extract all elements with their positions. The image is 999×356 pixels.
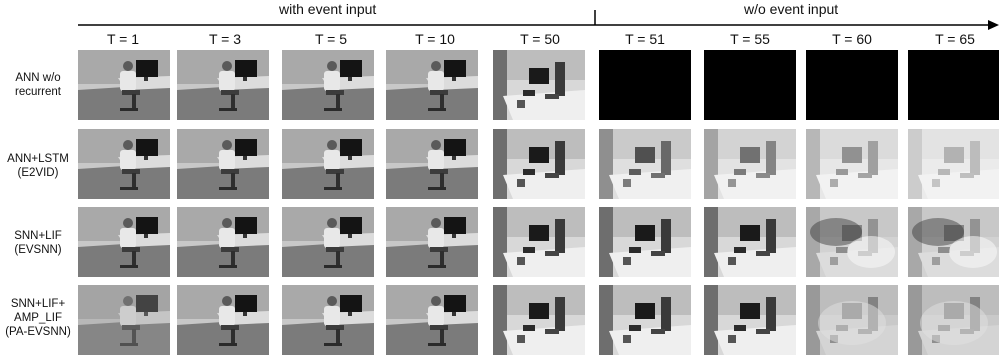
frame-image [177,50,269,120]
row-label-pa-evsnn: SNN+LIF+ AMP_LIF (PA-EVSNN) [0,297,76,339]
reconstruction-frame [78,129,170,199]
reconstruction-frame [78,207,170,277]
frame-image [493,129,585,199]
row-label-snn-lif: SNN+LIF (EVSNN) [0,229,76,257]
time-step-label: T = 10 [415,31,455,47]
frame-image [599,129,691,199]
frame-image [806,129,898,199]
reconstruction-frame [386,50,478,120]
reconstruction-frame [493,285,585,355]
reconstruction-frame [704,207,796,277]
reconstruction-frame [386,285,478,355]
reconstruction-frame [599,207,691,277]
reconstruction-frame [704,50,796,120]
reconstruction-frame [704,285,796,355]
frame-image [908,285,999,355]
reconstruction-frame [282,129,374,199]
frame-image [78,207,170,277]
frame-image [386,129,478,199]
reconstruction-frame [806,207,898,277]
row-label-line: recurrent [14,86,62,98]
time-step-label: T = 60 [832,31,872,47]
with-event-input-label: with event input [279,1,377,17]
frame-image [599,285,691,355]
frame-image [386,285,478,355]
frame-image [599,50,691,120]
reconstruction-frame [704,129,796,199]
reconstruction-frame [493,207,585,277]
reconstruction-frame [386,207,478,277]
frame-image [704,50,796,120]
frame-image [908,50,999,120]
reconstruction-frame [493,50,585,120]
reconstruction-frame [493,129,585,199]
reconstruction-frame [806,285,898,355]
frame-image [704,285,796,355]
reconstruction-frame [78,285,170,355]
frame-image [282,207,374,277]
row-label-ann-lstm: ANN+LSTM (E2VID) [0,152,76,180]
row-label-line: SNN+LIF [14,230,62,242]
row-label-line: ANN+LSTM [7,153,69,165]
frame-image [493,207,585,277]
row-label-line: (E2VID) [17,167,59,179]
time-step-label: T = 3 [208,31,242,47]
row-label-line: (EVSNN) [14,244,62,256]
time-step-label: T = 5 [314,31,348,47]
row-label-line: ANN w/o [15,72,61,84]
frame-image [704,207,796,277]
frame-image [78,285,170,355]
frame-image [493,50,585,120]
reconstruction-frame [386,129,478,199]
frame-image [908,207,999,277]
time-step-label: T = 51 [625,31,665,47]
frame-image [599,207,691,277]
frame-image [78,50,170,120]
time-step-label: T = 1 [106,31,140,47]
reconstruction-frame [177,207,269,277]
reconstruction-frame [908,207,999,277]
reconstruction-frame [908,129,999,199]
frame-image [177,129,269,199]
frame-image [282,285,374,355]
frame-image [386,207,478,277]
row-label-line: SNN+LIF+ [10,298,66,310]
frame-image [806,285,898,355]
reconstruction-frame [599,50,691,120]
time-step-label: T = 50 [520,31,560,47]
timeline-arrow [78,10,999,30]
reconstruction-frame [599,285,691,355]
frame-image [78,129,170,199]
reconstruction-frame [908,285,999,355]
reconstruction-frame [282,285,374,355]
row-label-line: (PA-EVSNN) [5,326,71,338]
frame-image [177,207,269,277]
reconstruction-frame [78,50,170,120]
frame-image [704,129,796,199]
row-label-ann-wo-recurrent: ANN w/o recurrent [0,71,76,99]
reconstruction-frame [177,129,269,199]
reconstruction-frame [177,285,269,355]
frame-image [493,285,585,355]
reconstruction-frame [806,129,898,199]
frame-image [908,129,999,199]
frame-image [177,285,269,355]
frame-image [806,50,898,120]
reconstruction-frame [282,50,374,120]
without-event-input-label: w/o event input [744,1,839,17]
reconstruction-frame [177,50,269,120]
row-label-line: AMP_LIF [14,312,62,324]
frame-image [282,50,374,120]
frame-image [806,207,898,277]
frame-image [386,50,478,120]
time-step-label: T = 65 [935,31,975,47]
reconstruction-frame [908,50,999,120]
frame-image [282,129,374,199]
reconstruction-frame [599,129,691,199]
time-step-label: T = 55 [730,31,770,47]
reconstruction-frame [806,50,898,120]
reconstruction-frame [282,207,374,277]
